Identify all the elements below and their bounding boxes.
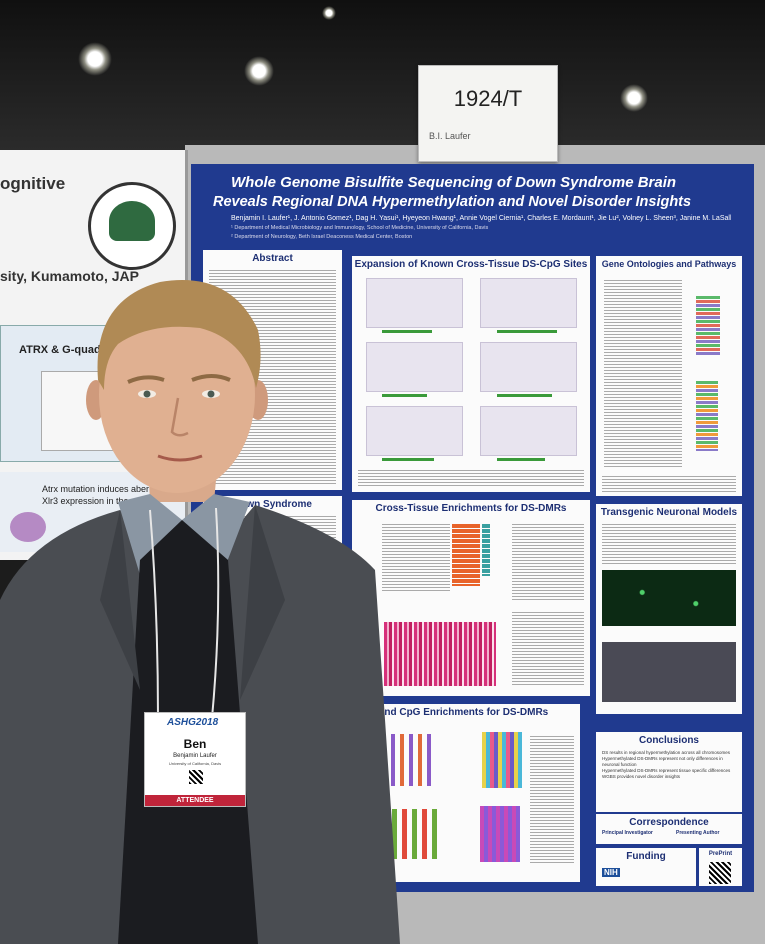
section-heading: Transgenic Neuronal Models xyxy=(600,507,738,518)
board-author: B.I. Laufer xyxy=(429,131,471,141)
nose xyxy=(170,397,189,437)
section-heading: Gene Ontologies and Pathways xyxy=(601,259,737,269)
badge-role: ATTENDEE xyxy=(145,795,245,806)
section-heading: Abstract xyxy=(252,253,293,264)
board-number-sign: 1924/T B.I. Laufer xyxy=(418,65,558,162)
heatmap xyxy=(384,622,496,686)
section-heading: PrePrint xyxy=(708,851,733,857)
ceiling-light xyxy=(620,84,648,112)
ceiling xyxy=(0,0,765,150)
transgenic-section: Transgenic Neuronal Models xyxy=(596,504,742,714)
gene-ontology-section: Gene Ontologies and Pathways xyxy=(596,256,742,496)
lanyard xyxy=(149,509,159,719)
section-heading: enic and CpG Enrichments for DS-DMRs xyxy=(356,707,549,718)
funding-section: Funding NIH xyxy=(596,848,696,886)
neighbour-panel-title: ATRX & G-quad xyxy=(19,344,101,356)
figure-caption xyxy=(358,468,584,488)
qr-code-icon xyxy=(709,862,731,884)
board-number: 1924/T xyxy=(453,86,523,111)
track-bar xyxy=(382,394,427,397)
poster-title-line2: Reveals Regional DNA Hypermethylation an… xyxy=(213,194,692,210)
go-term-list xyxy=(604,278,682,468)
go-bar-chart xyxy=(696,296,720,356)
ceiling-light xyxy=(322,6,336,20)
face xyxy=(99,297,255,493)
seal-tree-icon xyxy=(109,201,155,241)
preprint-section: PrePrint xyxy=(699,848,742,886)
figure-caption xyxy=(530,734,574,864)
conclusion-item: WGBS provides novel disorder insights xyxy=(602,774,681,779)
conclusions-section: Conclusions DS results in regional hyper… xyxy=(596,732,742,812)
ceiling-light xyxy=(78,42,112,76)
badge-qr-icon xyxy=(189,770,203,784)
methylation-plot xyxy=(480,278,577,328)
lanyard xyxy=(211,507,220,719)
badge-name: Ben xyxy=(183,737,207,751)
section-heading: Down Syndrome xyxy=(233,499,312,510)
neighbour-caption: Atrx mutation induces aberrant xyxy=(42,484,165,494)
badge-organization: University of California, Davis xyxy=(168,761,222,766)
conclusions-list: DS results in regional hypermethylation … xyxy=(602,750,736,780)
poster-title-line1: Whole Genome Bisulfite Sequencing of Dow… xyxy=(231,174,677,191)
eye-iris xyxy=(207,390,215,398)
hair xyxy=(97,280,261,390)
lapel xyxy=(240,505,285,700)
eyebrow xyxy=(191,374,231,382)
tissue-list xyxy=(382,522,450,592)
section-heading: Cross-Tissue Enrichments for DS-DMRs xyxy=(375,503,567,514)
section-heading: Correspondence xyxy=(629,817,709,828)
methylation-plot xyxy=(366,342,463,392)
track-bar xyxy=(497,394,552,397)
presenting-label: Presenting Author xyxy=(676,830,720,836)
methylation-plot xyxy=(480,342,577,392)
presenter-person xyxy=(0,280,400,944)
neighbour-figure xyxy=(10,512,46,542)
genic-bar-chart xyxy=(382,734,432,786)
name-badge: ASHG2018 Ben Benjamin Laufer University … xyxy=(144,712,246,807)
section-heading: Funding xyxy=(626,851,666,862)
neighbour-caption: Xlr3 expression in the m xyxy=(42,496,139,506)
cpg-stacked-bars xyxy=(480,806,520,862)
conclusion-item: DS results in regional hypermethylation … xyxy=(602,750,731,755)
conclusion-item: Hypermethylated DS-DMRs represent tissue… xyxy=(602,768,731,773)
conclusion-item: Hypermethylated DS-DMRs represent not on… xyxy=(602,756,723,767)
eye-iris xyxy=(143,390,151,398)
methylation-plot xyxy=(366,406,463,456)
enrichment-bars xyxy=(482,524,490,576)
methylation-plot xyxy=(366,278,463,328)
lapel xyxy=(100,510,140,690)
go-bar-chart xyxy=(696,381,718,451)
mouth xyxy=(157,454,203,462)
section-heading: Expansion of Known Cross-Tissue DS-CpG S… xyxy=(354,259,588,270)
badge-full-name: Benjamin Laufer xyxy=(173,753,217,759)
poster-affiliation: ¹ Department of Medical Microbiology and… xyxy=(231,225,489,231)
poster-affiliation: ² Department of Neurology, Beth Israel D… xyxy=(231,234,413,240)
track-bar xyxy=(382,330,432,333)
section-text xyxy=(602,522,736,564)
university-seal xyxy=(88,182,176,270)
eyebrow xyxy=(127,375,165,384)
neuron-image-green xyxy=(602,570,736,626)
section-heading: Conclusions xyxy=(638,735,699,746)
ceiling-light xyxy=(244,56,274,86)
neighbour-title: ognitive xyxy=(0,174,66,193)
cross-tissue-section: Cross-Tissue Enrichments for DS-DMRs xyxy=(352,500,590,696)
genic-stacked-bars xyxy=(482,732,522,788)
figure-caption xyxy=(602,474,736,492)
poster-authors: Benjamin I. Laufer¹, J. Antonio Gomez¹, … xyxy=(231,215,731,222)
enrichment-bars xyxy=(452,524,480,586)
figure-caption xyxy=(512,522,584,602)
neuron-image-grey xyxy=(602,642,736,702)
neighbour-location: sity, Kumamoto, JAP xyxy=(0,268,139,284)
nih-logo: NIH xyxy=(602,868,620,877)
correspondence-section: Correspondence Principal Investigator Pr… xyxy=(596,814,742,844)
badge-logo: ASHG2018 xyxy=(167,717,219,728)
figure-caption xyxy=(512,610,584,686)
pi-label: Principal Investigator xyxy=(602,830,653,836)
track-bar xyxy=(497,330,557,333)
methylation-plot xyxy=(480,406,577,456)
expansion-section: Expansion of Known Cross-Tissue DS-CpG S… xyxy=(352,256,590,492)
track-bar xyxy=(382,458,434,461)
track-bar xyxy=(497,458,545,461)
